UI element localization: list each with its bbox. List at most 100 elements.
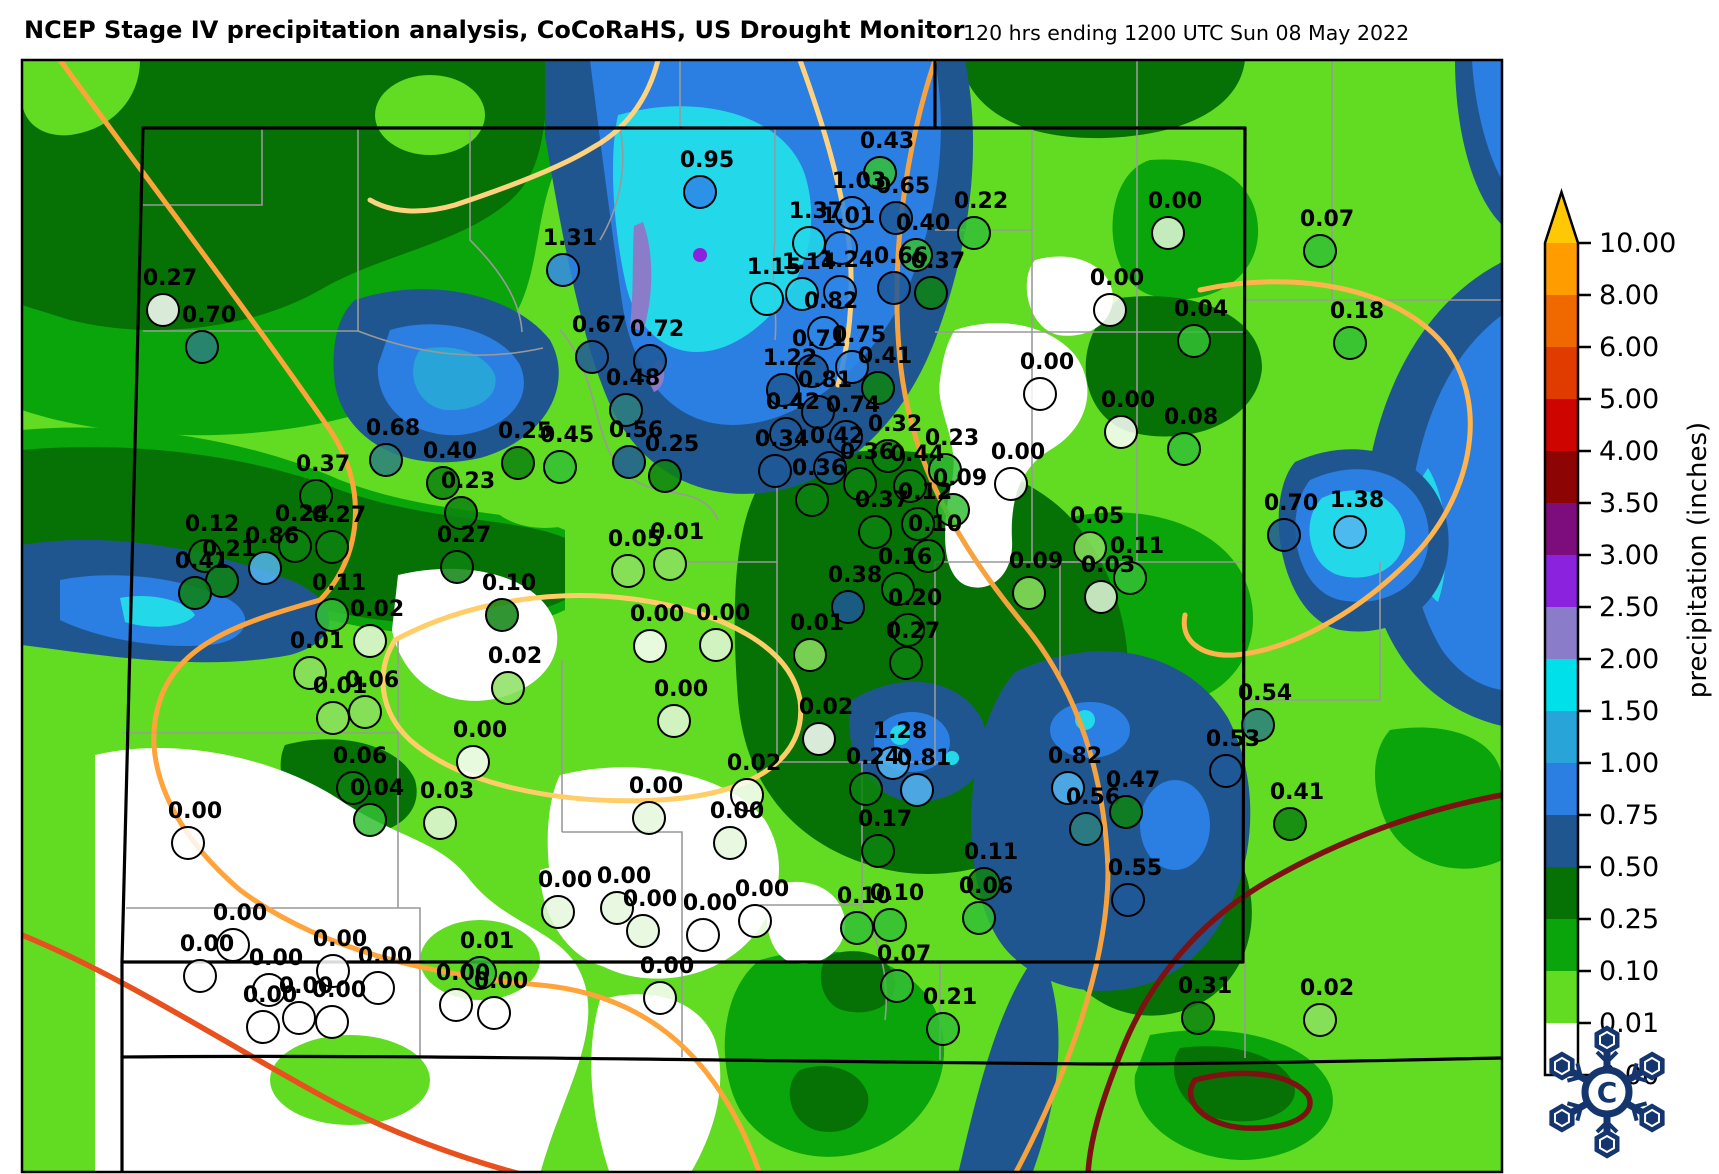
station-marker (178, 576, 212, 610)
station-value: 0.08 (1164, 405, 1218, 430)
station-value: 0.00 (654, 677, 708, 702)
station-marker (316, 954, 350, 988)
station-value: 0.37 (911, 249, 965, 274)
station-value: 0.00 (474, 969, 528, 994)
colorbar-segment (1545, 659, 1578, 711)
station-marker (801, 395, 835, 429)
station-marker (1093, 293, 1127, 327)
snowflake-arm-hex (1594, 1129, 1620, 1159)
snowflake-arm-hex-inner (1644, 1056, 1660, 1076)
station-value: 0.81 (798, 368, 852, 393)
station: 0.23 (925, 426, 979, 487)
station-value: 1.03 (832, 169, 886, 194)
colorbar-tick-label: 3.50 (1599, 488, 1659, 519)
station-marker (807, 316, 841, 350)
snowflake-arm-hex (1549, 1103, 1575, 1133)
station: 0.00 (358, 944, 412, 1005)
station-marker (962, 901, 996, 935)
station: 0.03 (420, 779, 474, 840)
colorbar-segment (1545, 503, 1578, 555)
station-marker (880, 969, 914, 1003)
colorbar-segment (1545, 867, 1578, 919)
station-marker (1333, 515, 1367, 549)
station-marker (575, 340, 609, 374)
station: 0.09 (933, 466, 987, 527)
station-value: 0.00 (180, 932, 234, 957)
cocorahs-snowflake-logo: C (1549, 1025, 1665, 1159)
colorbar-tick-label: 2.50 (1599, 592, 1659, 623)
station-value: 0.55 (1108, 856, 1162, 881)
station-value: 0.37 (296, 452, 350, 477)
station-value: 0.20 (888, 586, 942, 611)
state-line (120, 1054, 1501, 1066)
station-marker (278, 529, 312, 563)
colorbar-tick-label: 0.50 (1599, 852, 1659, 883)
station: 0.24 (846, 745, 900, 806)
station-marker (843, 467, 877, 501)
station: 0.09 (1009, 549, 1063, 610)
colorbar-segment (1545, 607, 1578, 659)
station-marker (861, 371, 895, 405)
station-value: 0.00 (991, 440, 1045, 465)
snowflake-arm-hex-inner (1554, 1108, 1570, 1128)
station: 0.18 (1330, 299, 1384, 360)
snowflake-branch (1575, 1062, 1583, 1078)
station-value: 0.72 (630, 317, 684, 342)
station-value: 0.17 (858, 807, 912, 832)
station-marker (456, 745, 490, 779)
station-marker (1303, 234, 1337, 268)
station-marker (829, 420, 863, 454)
station-marker (1023, 377, 1057, 411)
station-value: 1.15 (747, 255, 801, 280)
station-value: 0.27 (312, 503, 366, 528)
drought-contour-light-orange (380, 593, 804, 804)
station-marker (861, 834, 895, 868)
station: 0.95 (680, 148, 734, 209)
station-marker (713, 826, 747, 860)
station: 0.25 (498, 419, 552, 480)
station: 0.00 (538, 868, 592, 929)
station-marker (648, 459, 682, 493)
station-value: 0.00 (538, 868, 592, 893)
station-value: 0.00 (358, 944, 412, 969)
station-marker (600, 891, 634, 925)
station-value: 0.11 (964, 840, 1018, 865)
station: 0.21 (202, 537, 256, 598)
county-line (143, 128, 263, 206)
precip-region (693, 248, 707, 262)
station: 0.02 (350, 597, 404, 658)
station-value: 0.24 (846, 745, 900, 770)
county-line (599, 127, 624, 241)
station: 0.32 (868, 412, 922, 473)
station-marker (730, 778, 764, 812)
station-value: 0.23 (441, 469, 495, 494)
station: 0.00 (213, 901, 267, 962)
station-value: 1.22 (763, 346, 817, 371)
station-value: 0.43 (860, 129, 914, 154)
station-marker (252, 973, 286, 1007)
station: 0.27 (143, 266, 197, 327)
station-value: 0.70 (1264, 491, 1318, 516)
station-marker (871, 439, 905, 473)
page-title: NCEP Stage IV precipitation analysis, Co… (24, 16, 965, 44)
station-marker (1012, 576, 1046, 610)
station: 0.47 (1106, 768, 1160, 829)
station-value: 0.67 (572, 313, 626, 338)
station-marker (738, 904, 772, 938)
colorbar-segment (1545, 711, 1578, 763)
station-value: 0.48 (606, 366, 660, 391)
snowflake-arm-hex-inner (1599, 1134, 1615, 1154)
station: 0.45 (540, 423, 594, 484)
station-marker (873, 908, 907, 942)
station: 0.01 (460, 929, 514, 990)
station-marker (183, 959, 217, 993)
station-value: 0.00 (683, 891, 737, 916)
station: 1.14 (782, 250, 836, 311)
station-marker (889, 646, 923, 680)
station: 0.00 (630, 602, 684, 663)
station-value: 0.05 (1070, 504, 1124, 529)
drought-contour-dark-red (1187, 1070, 1313, 1131)
station: 0.55 (1108, 856, 1162, 917)
precip-region (413, 347, 496, 411)
station: 0.10 (837, 884, 891, 945)
